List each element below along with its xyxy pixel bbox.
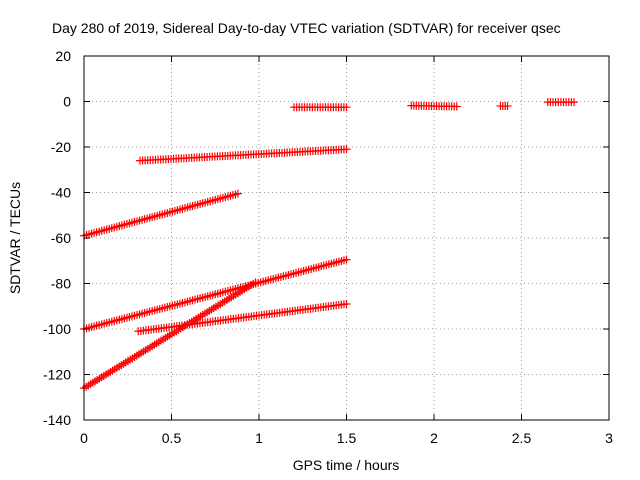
y-tick-labels: -140 -120 -100 -80 -60 -40 -20 0 20 bbox=[43, 48, 71, 428]
data-point bbox=[342, 145, 351, 154]
y-axis-label: SDTVAR / TECUs bbox=[7, 182, 23, 294]
data-point bbox=[342, 255, 351, 264]
x-tick-labels: 0 0.5 1 1.5 2 2.5 3 bbox=[80, 430, 613, 446]
series-4 bbox=[136, 145, 351, 165]
series-2 bbox=[496, 102, 512, 111]
data-point bbox=[342, 299, 351, 308]
series-0 bbox=[290, 103, 351, 112]
series-6 bbox=[80, 255, 351, 333]
data-point bbox=[503, 102, 512, 111]
series-1 bbox=[407, 101, 461, 111]
y-tick-label: -80 bbox=[51, 276, 71, 292]
series-3 bbox=[543, 98, 578, 107]
x-tick-label: 2 bbox=[430, 430, 438, 446]
y-tick-label: 0 bbox=[63, 94, 71, 110]
series-8 bbox=[80, 278, 260, 393]
data-point bbox=[251, 278, 260, 287]
y-tick-label: -20 bbox=[51, 139, 71, 155]
y-tick-label: -120 bbox=[43, 367, 71, 383]
axis-ticks bbox=[83, 55, 610, 421]
data-point bbox=[342, 103, 351, 112]
y-tick-label: -40 bbox=[51, 185, 71, 201]
series-7 bbox=[134, 299, 351, 336]
y-tick-label: -140 bbox=[43, 412, 71, 428]
x-tick-label: 1 bbox=[255, 430, 263, 446]
y-tick-label: -60 bbox=[51, 230, 71, 246]
y-tick-label: 20 bbox=[55, 48, 71, 64]
chart-title: Day 280 of 2019, Sidereal Day-to-day VTE… bbox=[52, 20, 561, 36]
x-tick-label: 0.5 bbox=[162, 430, 182, 446]
data-point bbox=[234, 189, 242, 198]
y-tick-label: -100 bbox=[43, 321, 71, 337]
data-points bbox=[80, 98, 578, 393]
data-point bbox=[570, 98, 578, 107]
grid-lines bbox=[84, 56, 609, 420]
x-tick-label: 1.5 bbox=[337, 430, 357, 446]
x-tick-label: 3 bbox=[605, 430, 613, 446]
x-tick-label: 0 bbox=[80, 430, 88, 446]
data-point bbox=[452, 102, 461, 111]
x-tick-label: 2.5 bbox=[512, 430, 532, 446]
x-axis-label: GPS time / hours bbox=[293, 457, 400, 473]
series-5 bbox=[80, 189, 242, 240]
